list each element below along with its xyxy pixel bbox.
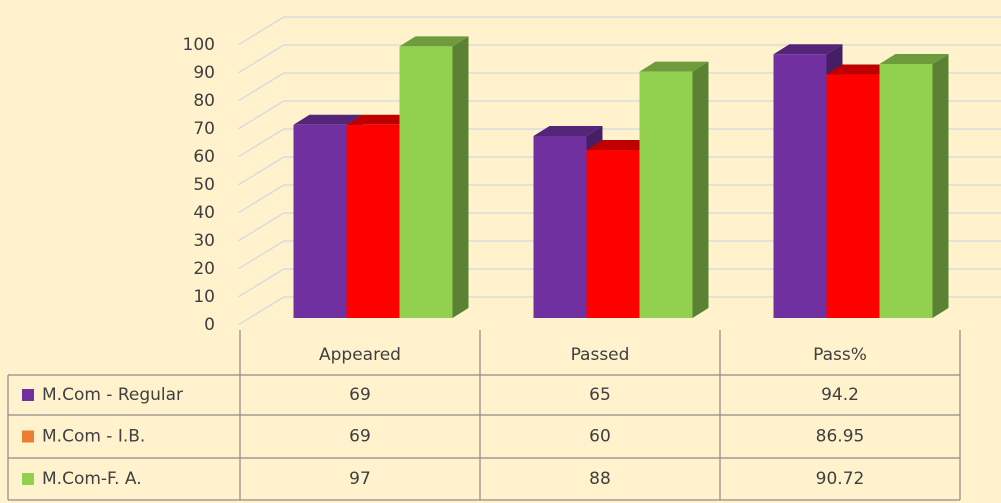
grid-line [237, 128, 1001, 158]
bar-top [399, 36, 469, 47]
table-value: 69 [349, 385, 371, 405]
bar [879, 63, 933, 318]
table-value: 86.95 [816, 427, 865, 447]
bar [639, 71, 693, 318]
legend-label: M.Com - Regular [42, 385, 183, 405]
grid-line [237, 240, 1001, 270]
y-tick-label: 70 [193, 119, 215, 139]
bar-top [773, 44, 843, 55]
bar [773, 54, 827, 319]
y-tick-label: 100 [183, 35, 215, 55]
bar-top [639, 61, 709, 72]
y-tick-label: 60 [193, 147, 215, 167]
table-value: 88 [589, 469, 611, 489]
bar [533, 136, 587, 318]
bar [399, 46, 453, 319]
legend-key [22, 473, 34, 485]
y-tick-label: 30 [193, 231, 215, 251]
x-tick-label: Pass% [813, 345, 867, 365]
y-tick-label: 20 [193, 259, 215, 279]
bar [293, 124, 347, 318]
bar-side [692, 61, 709, 318]
grid-line [237, 44, 1001, 74]
grid-line [237, 16, 1001, 46]
legend-label: M.Com - I.B. [42, 427, 145, 447]
x-tick-label: Appeared [319, 345, 401, 365]
x-tick-label: Passed [571, 345, 630, 365]
grid-line [237, 212, 1001, 242]
y-tick-label: 10 [193, 287, 215, 307]
y-tick-label: 0 [204, 315, 215, 335]
bar-top [879, 53, 949, 64]
grid-line [237, 268, 1001, 298]
grid-line [237, 156, 1001, 186]
table-value: 65 [589, 385, 611, 405]
bar [826, 74, 880, 318]
bar-top [586, 140, 656, 150]
bar [586, 150, 640, 318]
legend-key [22, 430, 34, 443]
table-value: 69 [349, 427, 371, 447]
y-tick-label: 90 [193, 63, 215, 83]
table-value: 90.72 [816, 469, 865, 489]
legend-label: M.Com-F. A. [42, 469, 142, 489]
table-value: 60 [589, 427, 611, 447]
bar-top [293, 114, 363, 125]
y-tick-label: 50 [193, 175, 215, 195]
bar-top [533, 126, 603, 136]
bar-side [452, 36, 469, 319]
table-value: 94.2 [821, 385, 859, 405]
bar-side [932, 53, 949, 318]
grid-line [237, 184, 1001, 214]
grid-line [237, 100, 1001, 130]
table-value: 97 [349, 469, 371, 489]
grid-line [237, 296, 1001, 326]
legend-key [22, 389, 34, 401]
bar-top [346, 114, 416, 125]
bar-top [826, 64, 896, 75]
grid-line [237, 72, 1001, 102]
y-tick-label: 40 [193, 203, 215, 223]
y-tick-label: 80 [193, 91, 215, 111]
bar [346, 124, 400, 318]
